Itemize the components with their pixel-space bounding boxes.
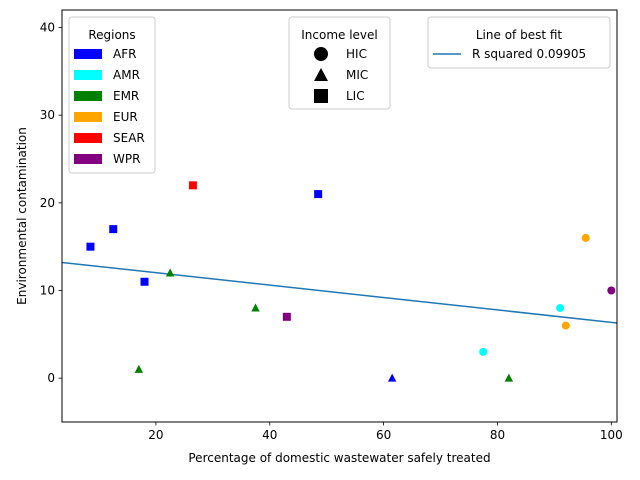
region-label-afr: AFR — [113, 47, 136, 61]
income-label-hic: HIC — [346, 47, 367, 61]
plot-frame — [61, 9, 618, 423]
fit-line — [62, 261, 617, 324]
x-tick-label: 80 — [490, 428, 505, 442]
region-swatch-wpr — [74, 154, 102, 164]
y-tick-label: 30 — [40, 108, 55, 122]
fit-legend-frame — [427, 16, 611, 69]
data-point-afr-lic — [314, 190, 323, 199]
region-swatch-afr — [74, 49, 102, 59]
x-axis-label: Percentage of domestic wastewater safely… — [188, 451, 490, 465]
data-point-eur-hic — [581, 233, 590, 242]
x-axis-ticks: 20 40 60 80 100 — [148, 422, 623, 442]
y-tick-label: 40 — [40, 21, 55, 35]
fit-legend-title: Line of best fit — [476, 28, 563, 42]
income-legend-entries: HIC MIC LIC — [314, 47, 368, 103]
region-swatch-emr — [74, 91, 102, 101]
income-marker-lic — [314, 89, 328, 103]
region-swatch-eur — [74, 112, 102, 122]
data-point-afr-lic — [140, 277, 149, 286]
y-tick-label: 0 — [47, 371, 55, 385]
data-point-afr-lic — [86, 242, 95, 251]
data-point-sear-lic — [188, 181, 197, 190]
region-label-emr: EMR — [113, 89, 139, 103]
region-label-eur: EUR — [113, 110, 138, 124]
data-point-emr-mic — [165, 268, 175, 277]
region-swatch-amr — [74, 70, 102, 80]
region-label-amr: AMR — [113, 68, 140, 82]
regions-legend: Regions AFR AMR EMR EUR SEAR WPR — [68, 16, 156, 174]
x-tick-label: 60 — [376, 428, 391, 442]
y-axis-ticks: 0 10 20 30 40 — [40, 21, 62, 385]
y-tick-label: 10 — [40, 284, 55, 298]
y-tick-label: 20 — [40, 196, 55, 210]
data-point-emr-mic — [251, 303, 260, 312]
income-marker-hic — [314, 47, 328, 61]
income-legend-title: Income level — [301, 28, 378, 42]
region-swatch-sear — [74, 133, 102, 143]
regions-legend-entries: AFR AMR EMR EUR SEAR WPR — [74, 47, 145, 166]
income-label-mic: MIC — [346, 68, 368, 82]
data-point-eur-hic — [561, 321, 570, 330]
fit-legend-label: R squared 0.09905 — [472, 47, 586, 61]
data-point-wpr-hic — [607, 286, 616, 295]
region-label-sear: SEAR — [113, 131, 145, 145]
data-point-amr-hic — [556, 304, 565, 313]
income-marker-mic — [314, 68, 328, 81]
income-legend-frame — [288, 16, 391, 110]
data-point-afr-mic — [387, 373, 397, 382]
data-point-amr-hic — [479, 347, 488, 356]
y-axis-label: Environmental contamination — [15, 127, 29, 305]
data-point-emr-mic — [504, 373, 514, 382]
fit-legend: Line of best fit R squared 0.09905 — [427, 16, 611, 69]
regions-legend-title: Regions — [88, 28, 135, 42]
data-point-wpr-lic — [282, 312, 291, 321]
plot-marks — [62, 181, 617, 382]
income-legend: Income level HIC MIC LIC — [288, 16, 391, 110]
region-label-wpr: WPR — [113, 152, 140, 166]
x-tick-label: 40 — [262, 428, 277, 442]
data-point-afr-lic — [109, 225, 118, 234]
income-label-lic: LIC — [346, 89, 365, 103]
x-tick-label: 20 — [148, 428, 163, 442]
data-point-emr-mic — [134, 364, 144, 373]
x-tick-label: 100 — [600, 428, 623, 442]
